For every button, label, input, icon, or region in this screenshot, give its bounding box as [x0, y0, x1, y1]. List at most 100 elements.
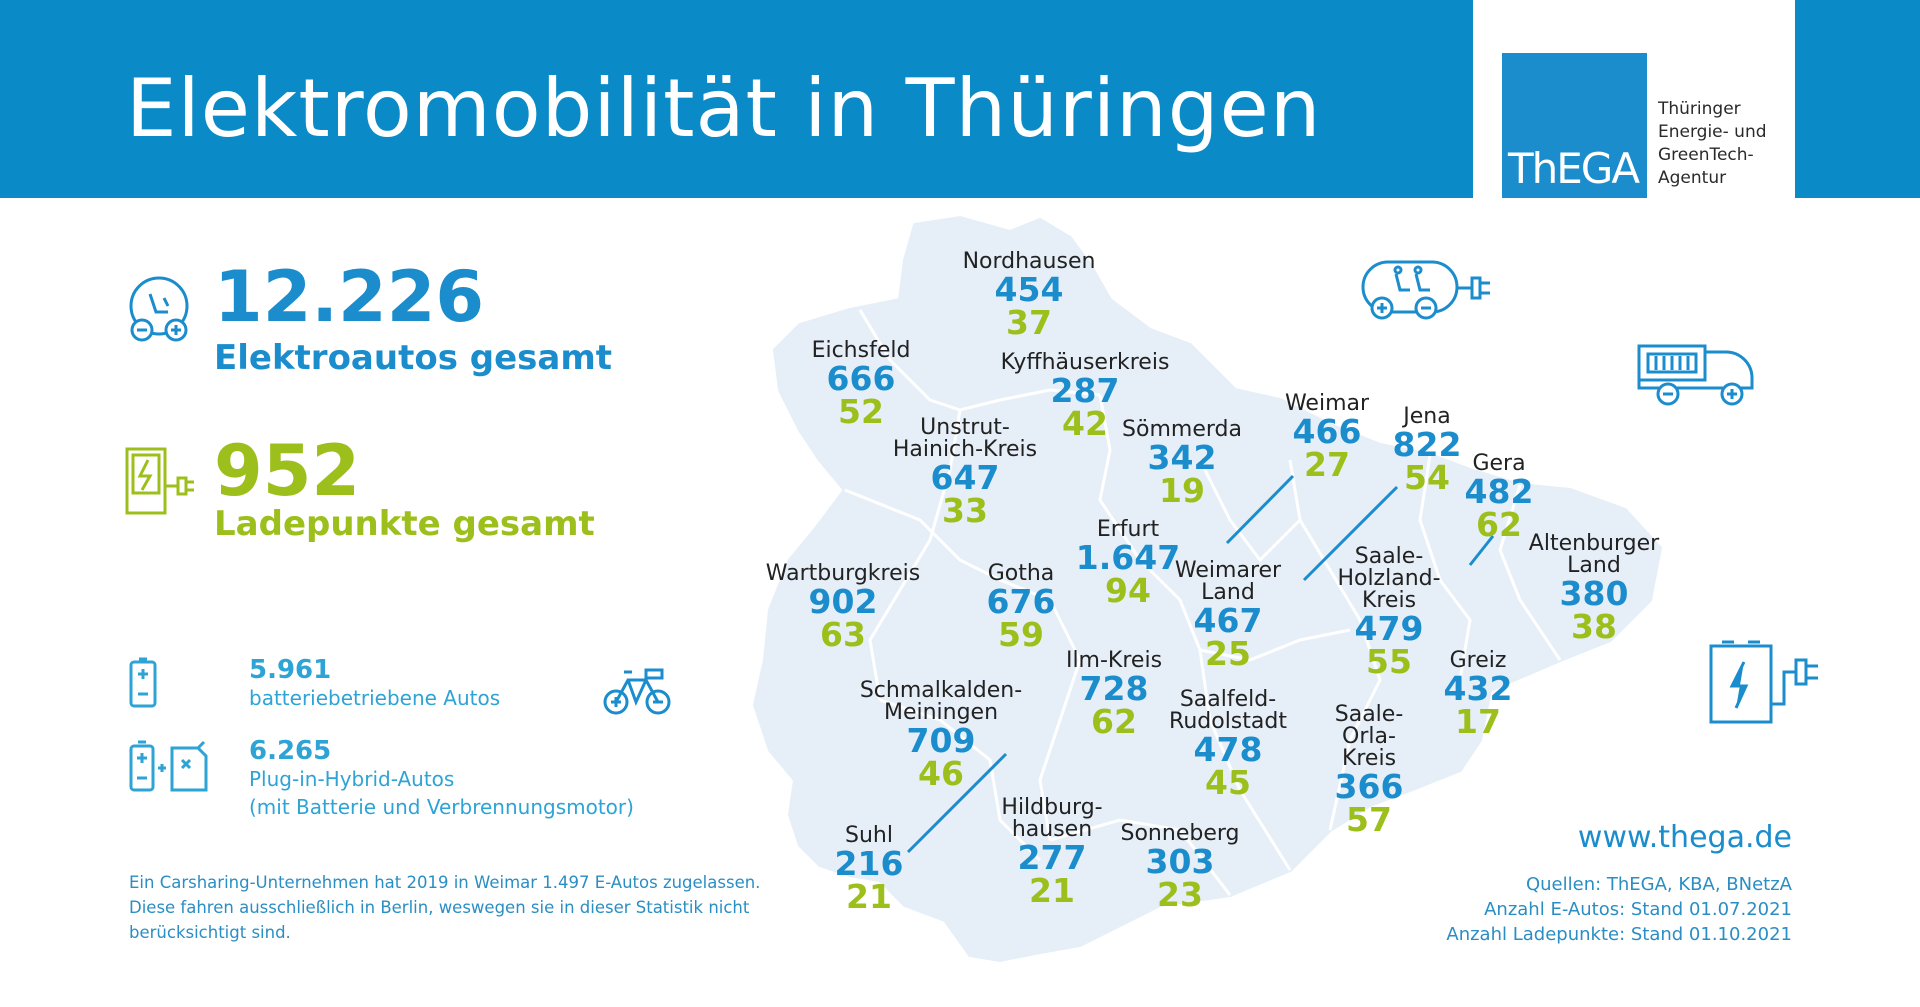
logo-desc-line: Thüringer — [1658, 99, 1741, 119]
logo-desc-line: Agentur — [1658, 168, 1727, 188]
pointer-line — [1468, 535, 1495, 566]
border-line — [844, 488, 1051, 602]
region-charging-count: 46 — [918, 754, 964, 793]
region-altenburger-land[interactable]: Altenburger Land 380 38 — [1528, 531, 1660, 644]
region-name: Schmalkalden- Meiningen — [859, 678, 1023, 725]
thega-logo[interactable] — [1502, 53, 1647, 198]
region-name: Sömmerda — [1122, 417, 1242, 442]
region-name: Sonneberg — [1120, 821, 1240, 846]
logo-text: ThEGA — [1508, 144, 1640, 193]
region-weimarer-land[interactable]: Weimarer Land 467 25 — [1174, 558, 1282, 671]
region-name: Kyffhäuserkreis — [1000, 350, 1170, 375]
region-greiz[interactable]: Greiz 432 17 — [1444, 648, 1513, 741]
region-suhl[interactable]: Suhl 216 21 — [835, 823, 904, 916]
border-line — [1038, 599, 1082, 841]
charging-total: 952 — [214, 430, 361, 512]
cars-label: Elektroautos gesamt — [214, 338, 613, 378]
region-ev-count: 709 — [906, 721, 976, 760]
region-ilm-kreis[interactable]: Ilm-Kreis 728 62 — [1066, 650, 1162, 741]
border-line — [1049, 818, 1232, 896]
region-jena[interactable]: Jena 822 54 — [1392, 404, 1462, 497]
region-saale-orla-kreis[interactable]: Saale- Orla- Kreis 366 57 — [1334, 702, 1404, 839]
logo-description: Thüringer Energie- und GreenTech- Agentu… — [1658, 98, 1788, 190]
region-ev-count: 728 — [1079, 669, 1149, 708]
region-charging-count: 19 — [1159, 471, 1205, 510]
region-charging-count: 57 — [1346, 800, 1392, 839]
region-ev-count: 467 — [1193, 601, 1263, 640]
region-name: Saale- Orla- Kreis — [1334, 702, 1404, 771]
region-charging-count: 17 — [1455, 702, 1501, 741]
carsharing-note: Ein Carsharing-Unternehmen hat 2019 in W… — [129, 870, 829, 945]
region-sonneberg[interactable]: Sonneberg 303 23 — [1120, 821, 1240, 912]
charging-label: Ladepunkte gesamt — [214, 504, 595, 544]
region-charging-count: 52 — [838, 392, 884, 431]
border-line — [879, 698, 1042, 862]
region-ev-count: 1.647 — [1075, 538, 1181, 577]
cars-total: 12.226 — [214, 256, 485, 338]
pointer-line — [1302, 485, 1399, 582]
electric-truck-icon — [1637, 344, 1754, 406]
region-ev-count: 342 — [1147, 438, 1217, 477]
hybrid-fuel-icon — [129, 740, 208, 792]
pointer-line — [1225, 474, 1295, 545]
region-name: Gotha — [987, 561, 1055, 586]
border-line — [1198, 649, 1292, 871]
region-name: Greiz — [1449, 648, 1507, 673]
sources: Quellen: ThEGA, KBA, BNetzA Anzahl E-Aut… — [1446, 872, 1792, 947]
region-charging-count: 37 — [1006, 303, 1052, 342]
note-line: Ein Carsharing-Unternehmen hat 2019 in W… — [129, 873, 761, 892]
region-saale-holzland-kreis[interactable]: Saale- Holzland- Kreis 479 55 — [1337, 546, 1440, 679]
region-unstrut-hainich-kreis[interactable]: Unstrut- Hainich-Kreis 647 33 — [892, 415, 1038, 530]
region-ev-count: 822 — [1392, 425, 1462, 464]
source-line: Anzahl E-Autos: Stand 01.07.2021 — [1484, 899, 1792, 920]
region-soemmerda[interactable]: Sömmerda 342 19 — [1122, 417, 1242, 510]
region-ev-count: 902 — [808, 582, 878, 621]
border-line — [868, 409, 962, 701]
region-charging-count: 94 — [1105, 571, 1151, 610]
note-line: Diese fahren ausschließlich in Berlin, w… — [129, 898, 750, 917]
border-line — [1498, 484, 1562, 661]
border-line — [1098, 394, 1202, 651]
hybrid-cars-label: Plug-in-Hybrid-Autos — [249, 767, 455, 791]
region-nordhausen[interactable]: Nordhausen 454 37 — [962, 249, 1096, 342]
region-gera[interactable]: Gera 482 62 — [1464, 453, 1534, 542]
region-charging-count: 54 — [1404, 458, 1450, 497]
region-ev-count: 482 — [1464, 472, 1534, 511]
region-ev-count: 676 — [986, 582, 1056, 621]
region-charging-count: 21 — [846, 877, 892, 916]
charging-station-icon — [125, 447, 194, 515]
region-name: Weimar — [1284, 391, 1370, 416]
region-name: Altenburger Land — [1528, 531, 1660, 578]
region-saalfeld-rudolstadt[interactable]: Saalfeld- Rudolstadt 478 45 — [1169, 689, 1287, 800]
region-name: Wartburgkreis — [765, 561, 921, 586]
hybrid-cars-sublabel: (mit Batterie und Verbrennungsmotor) — [249, 795, 634, 819]
battery-cars-count: 5.961 — [249, 655, 332, 685]
region-ev-count: 647 — [930, 458, 1000, 497]
region-eichsfeld[interactable]: Eichsfeld 666 52 — [812, 340, 911, 431]
region-hildburghausen[interactable]: Hildburg- hausen 277 21 — [1001, 797, 1102, 908]
region-gotha[interactable]: Gotha 676 59 — [986, 561, 1056, 652]
source-line: Anzahl Ladepunkte: Stand 01.10.2021 — [1446, 924, 1792, 945]
region-name: Unstrut- Hainich-Kreis — [892, 415, 1038, 462]
hybrid-cars-count: 6.265 — [249, 736, 332, 766]
region-name: Jena — [1403, 404, 1451, 429]
region-name: Suhl — [845, 823, 893, 848]
region-ev-count: 478 — [1193, 730, 1263, 769]
region-ev-count: 466 — [1292, 412, 1362, 451]
region-schmalkalden-meiningen[interactable]: Schmalkalden- Meiningen 709 46 — [859, 678, 1023, 793]
website-link[interactable]: www.thega.de — [1577, 820, 1792, 855]
region-ev-count: 277 — [1017, 838, 1087, 877]
region-erfurt[interactable]: Erfurt 1.647 94 — [1075, 519, 1181, 610]
charging-pump-icon — [1709, 640, 1818, 724]
region-kyffhaeuserkreis[interactable]: Kyffhäuserkreis 287 42 — [1000, 350, 1170, 441]
region-name: Weimarer Land — [1174, 558, 1282, 605]
region-wartburgkreis[interactable]: Wartburgkreis 902 63 — [765, 561, 921, 652]
region-charging-count: 33 — [942, 491, 988, 530]
region-charging-count: 62 — [1091, 702, 1137, 741]
region-ev-count: 287 — [1050, 371, 1120, 410]
region-ev-count: 366 — [1334, 767, 1404, 806]
logo-desc-line: Energie- und — [1658, 122, 1767, 142]
region-weimar[interactable]: Weimar 466 27 — [1284, 391, 1370, 482]
electric-car-plug-icon — [1361, 260, 1490, 320]
region-name: Nordhausen — [962, 249, 1096, 274]
